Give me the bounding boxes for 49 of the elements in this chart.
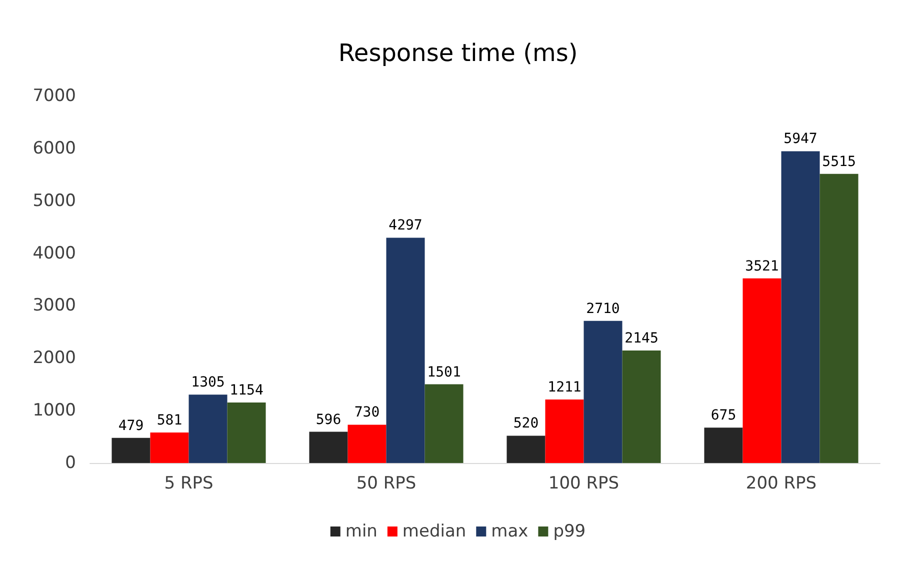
data-label: 1154 (230, 382, 264, 398)
data-label: 479 (118, 418, 144, 434)
y-tick-label: 6000 (32, 138, 76, 158)
data-label: 2710 (586, 300, 620, 317)
bar (309, 432, 348, 463)
bar (227, 402, 266, 463)
y-tick-label: 5000 (32, 190, 76, 211)
bar (506, 436, 546, 463)
data-label: 5947 (784, 131, 818, 148)
bar (545, 400, 584, 463)
data-label: 5515 (822, 154, 856, 170)
legend-label: min (345, 522, 378, 542)
data-label: 3521 (745, 258, 779, 274)
data-label: 520 (513, 416, 539, 432)
y-tick-label: 7000 (32, 86, 76, 106)
x-tick-label: 100 RPS (548, 474, 620, 494)
bar (112, 438, 150, 463)
data-label: 581 (156, 412, 182, 429)
data-label: 596 (316, 412, 342, 428)
data-label: 1501 (427, 364, 461, 380)
data-label: 2145 (624, 330, 658, 347)
bar (188, 394, 228, 463)
data-label: 1211 (548, 380, 582, 396)
bar (584, 320, 622, 463)
y-tick-label: 3000 (32, 296, 76, 316)
bar (386, 238, 425, 463)
x-tick-label: 5 RPS (164, 474, 214, 494)
bar (781, 151, 820, 463)
bar (348, 424, 386, 463)
data-label: 730 (354, 404, 380, 421)
data-label: 1305 (191, 374, 225, 391)
legend-label: max (491, 522, 528, 542)
legend-label: p99 (553, 522, 586, 542)
data-label: 675 (710, 408, 736, 424)
x-tick-label: 50 RPS (356, 474, 416, 494)
y-tick-label: 2000 (32, 348, 76, 368)
bar (820, 174, 858, 463)
x-tick-label: 200 RPS (746, 474, 817, 494)
y-tick-label: 4000 (32, 243, 76, 264)
legend-label: median (402, 522, 466, 542)
bar (742, 278, 782, 463)
y-tick-label: 0 (65, 453, 76, 473)
chart-title: Response time (ms) (338, 39, 578, 67)
bar (150, 432, 189, 463)
bar (622, 350, 661, 463)
data-label: 4297 (388, 218, 422, 234)
bar (424, 384, 464, 463)
y-tick-label: 1000 (32, 400, 76, 421)
bar (704, 428, 743, 463)
